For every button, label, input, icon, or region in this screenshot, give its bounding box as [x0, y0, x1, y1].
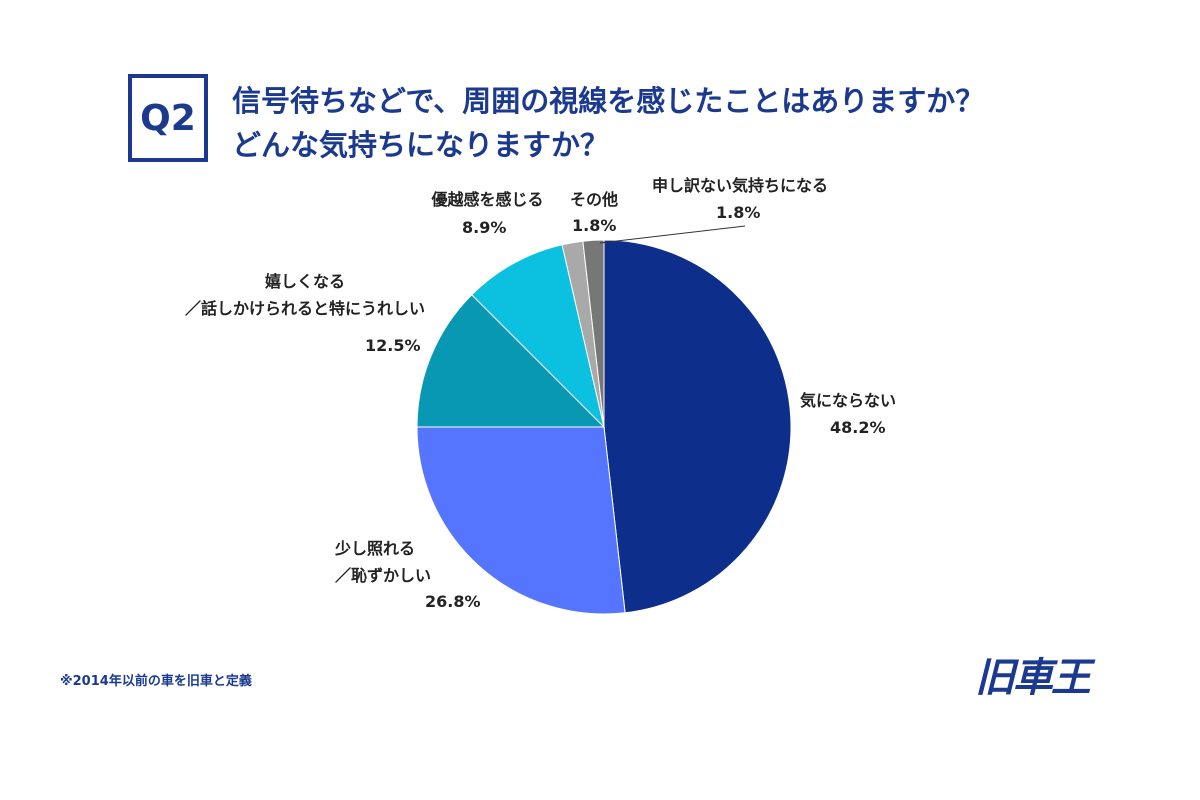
- pie-slice: [582, 239, 605, 428]
- value-label: 8.9%: [462, 218, 507, 237]
- value-label: 1.8%: [572, 216, 617, 235]
- category-label: 嬉しくなる ／話しかけられると特にうれしい: [184, 272, 425, 318]
- category-label: 気にならない: [800, 391, 897, 410]
- badge: Q2: [128, 74, 208, 162]
- pie-slice: [416, 426, 626, 615]
- category-label: 優越感を感じる: [431, 190, 544, 209]
- pie-slice: [416, 294, 606, 428]
- chart-title: 信号待ちなどで、周囲の視線を感じたことはありますか？: [232, 84, 985, 118]
- value-label: 12.5%: [365, 336, 421, 355]
- value-label: 48.2%: [830, 418, 886, 437]
- footnote: ※2014年以前の車を旧車と定義: [60, 674, 252, 689]
- leader-line: [599, 225, 746, 244]
- category-label: その他: [569, 190, 618, 209]
- pie-slice: [471, 244, 605, 429]
- chart-subtitle: どんな気持ちになりますか？: [232, 128, 610, 162]
- category-label: 少し照れる ／恥ずかしい: [335, 539, 432, 585]
- logo: 旧車王: [975, 655, 1091, 701]
- pie-slice: [603, 239, 792, 614]
- category-label: 申し訳ない気持ちになる: [651, 176, 828, 195]
- value-label: 26.8%: [425, 592, 481, 611]
- value-label: 1.8%: [716, 203, 761, 222]
